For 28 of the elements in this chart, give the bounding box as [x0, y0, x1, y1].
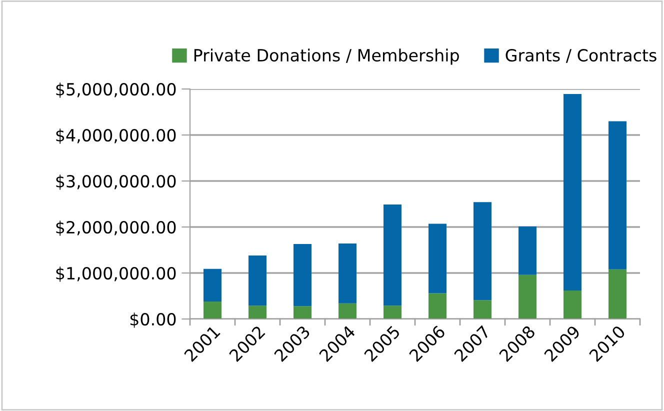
y-tick-label: $4,000,000.00	[56, 128, 176, 144]
y-tick-label: $2,000,000.00	[56, 220, 176, 236]
y-tick-label: $1,000,000.00	[56, 266, 176, 282]
bar	[338, 244, 356, 304]
bar	[294, 306, 312, 319]
bar	[428, 224, 446, 294]
bar	[608, 269, 626, 319]
bar	[204, 302, 222, 319]
y-tick-label: $5,000,000.00	[56, 82, 176, 98]
legend-label: Grants / Contracts	[506, 48, 656, 63]
y-tick-label: $3,000,000.00	[56, 174, 176, 190]
bar	[428, 293, 446, 319]
bar	[384, 204, 402, 306]
bar	[248, 306, 266, 319]
bar	[564, 290, 582, 319]
bar	[474, 300, 492, 319]
bar	[294, 244, 312, 306]
bar	[608, 121, 626, 270]
bar	[564, 94, 582, 290]
bar	[518, 274, 536, 319]
bar	[248, 256, 266, 306]
bar	[384, 306, 402, 319]
bar	[518, 226, 536, 275]
bar	[338, 303, 356, 319]
y-tick-label: $0.00	[130, 312, 176, 328]
bar	[204, 268, 222, 302]
bar	[474, 202, 492, 300]
legend-label: Private Donations / Membership	[194, 48, 459, 65]
